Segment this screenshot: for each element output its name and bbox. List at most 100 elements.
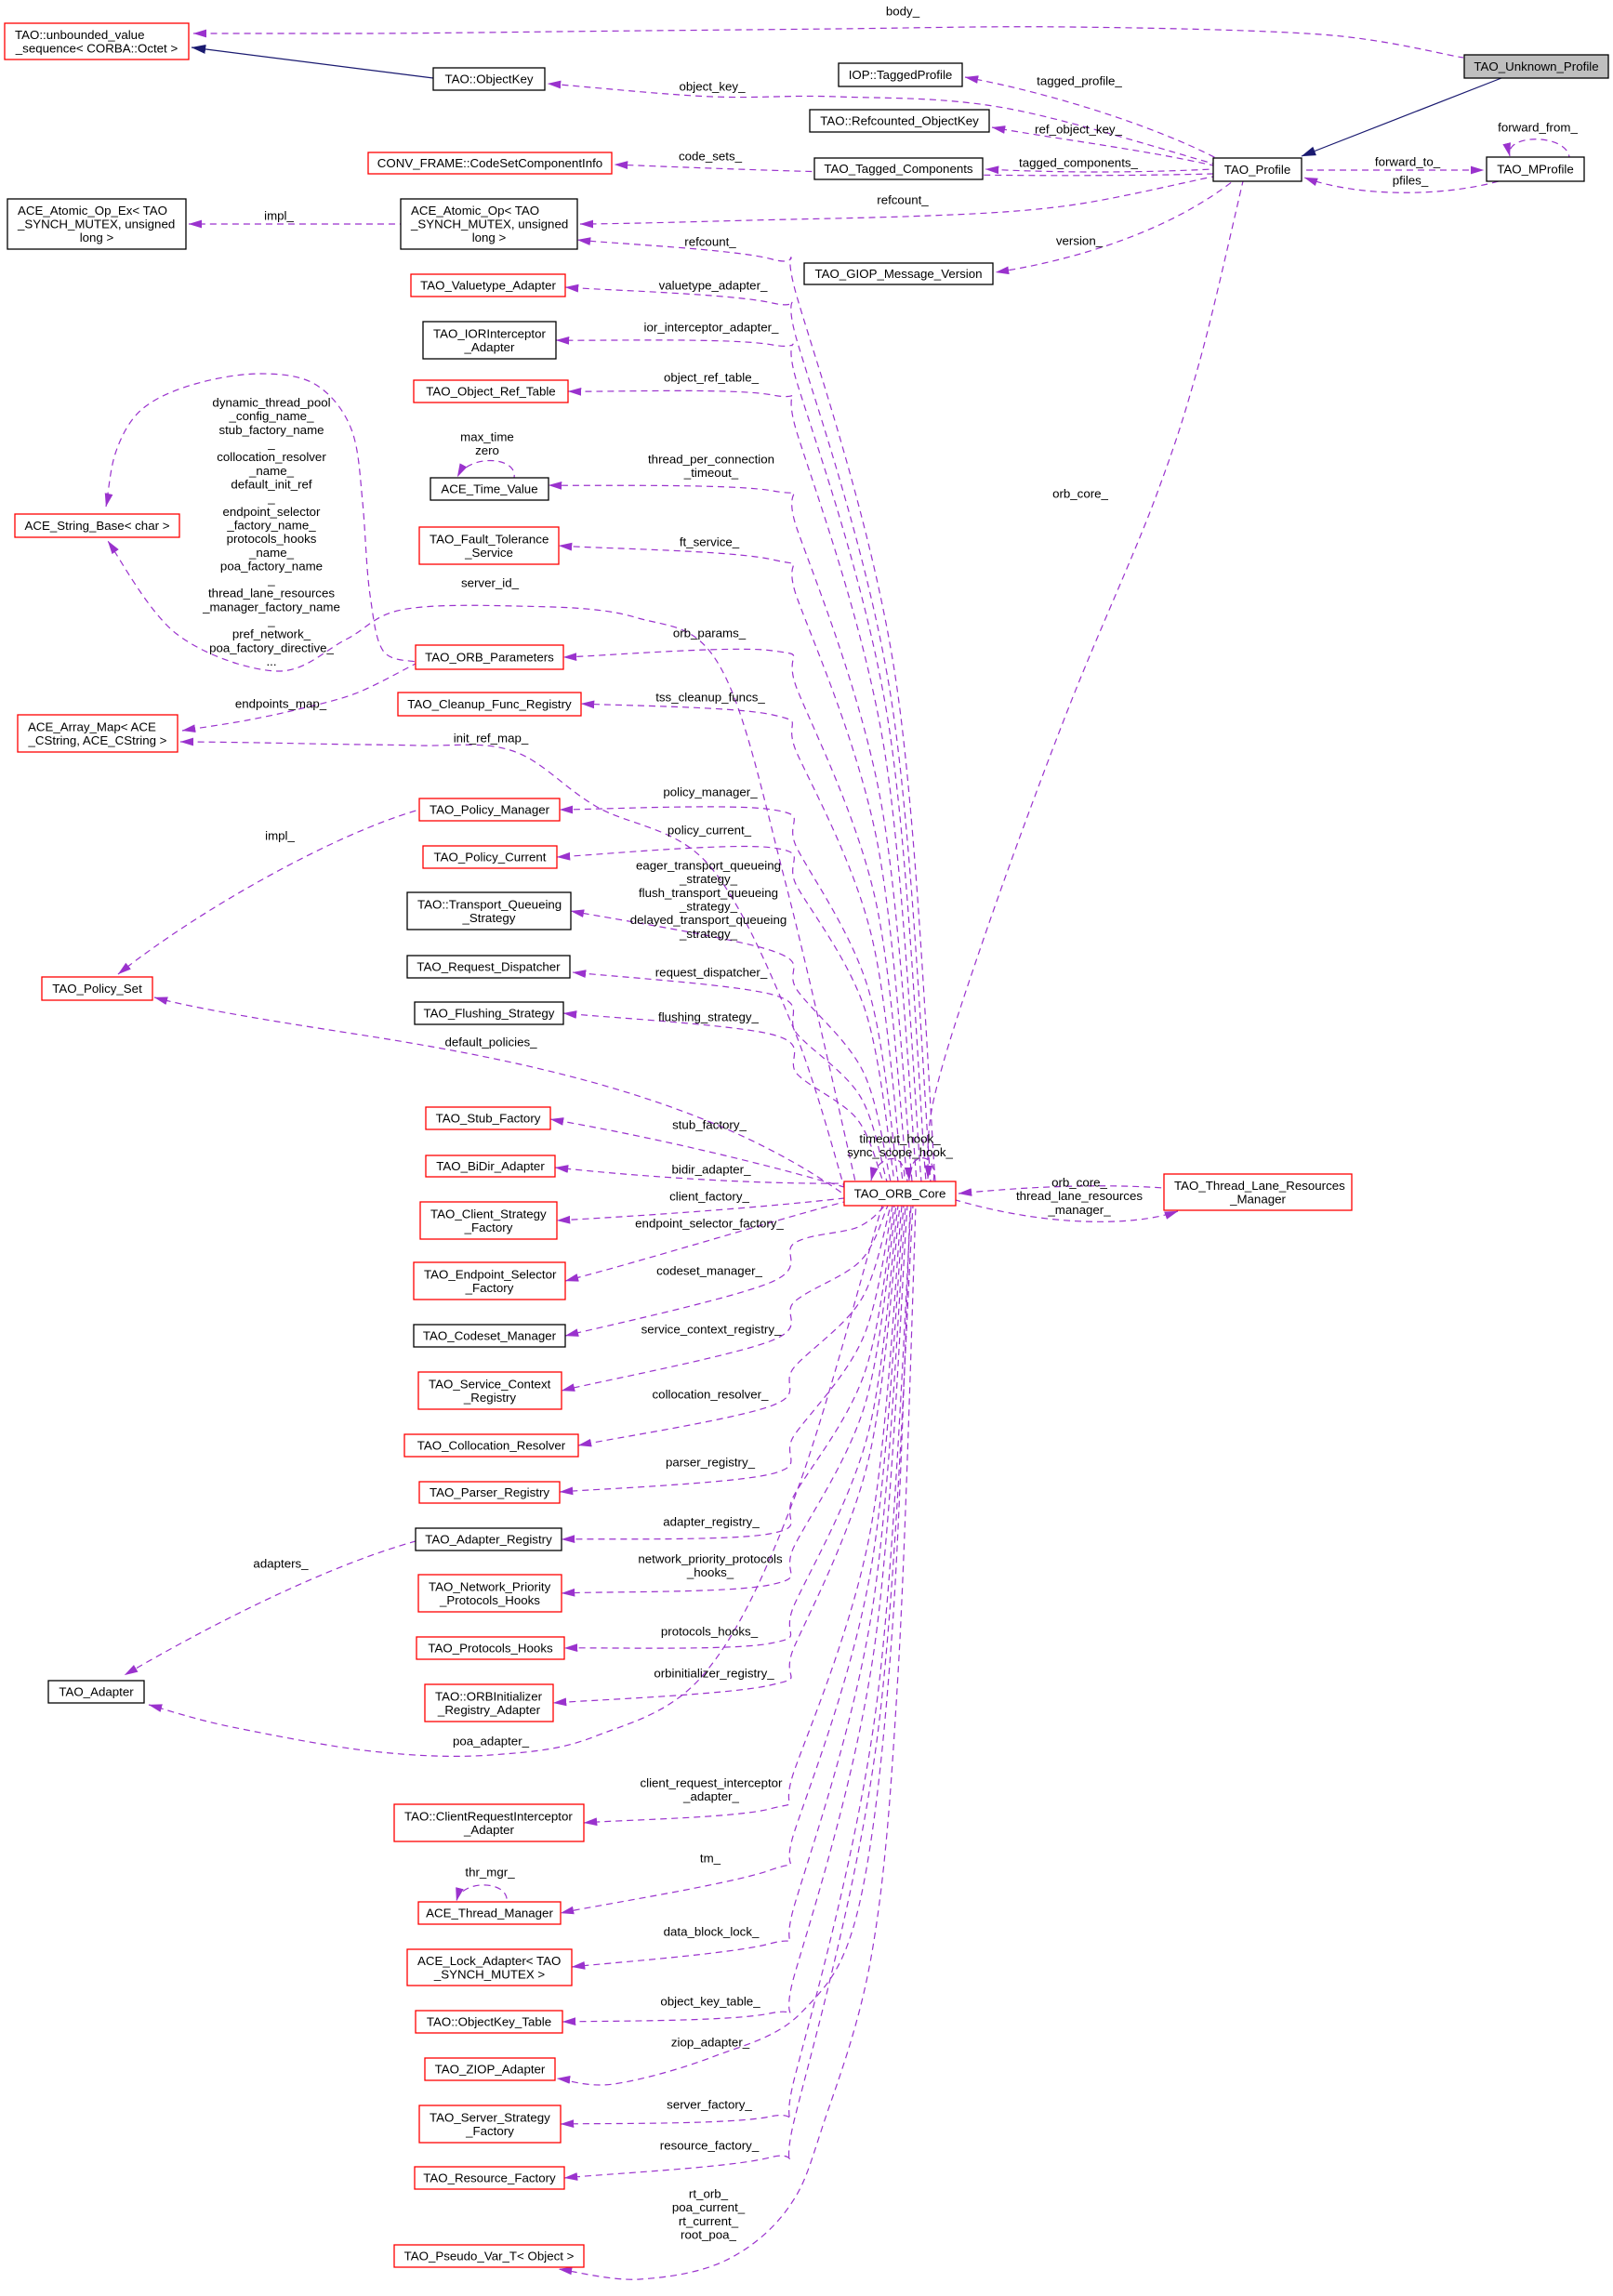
svg-text:ziop_adapter_: ziop_adapter_ bbox=[671, 2036, 750, 2050]
svg-text:endpoints_map_: endpoints_map_ bbox=[235, 697, 327, 711]
svg-text:ACE_Atomic_Op_Ex< TAO_SYNCH_MU: ACE_Atomic_Op_Ex< TAO _SYNCH_MUTEX, unsig… bbox=[17, 204, 175, 244]
svg-text:eager_transport_queueing_strat: eager_transport_queueing _strategy_ flush_… bbox=[630, 859, 787, 941]
svg-text:parser_registry_: parser_registry_ bbox=[666, 1456, 756, 1470]
svg-text:TAO::ClientRequestInterceptor_: TAO::ClientRequestInterceptor _Adapter bbox=[404, 1809, 573, 1837]
svg-text:TAO_Unknown_Profile: TAO_Unknown_Profile bbox=[1474, 59, 1598, 73]
svg-text:flushing_strategy_: flushing_strategy_ bbox=[658, 1010, 760, 1024]
svg-text:timeout_hook_sync_scope_hook_: timeout_hook_ sync_scope_hook_ bbox=[847, 1132, 953, 1160]
svg-text:stub_factory_: stub_factory_ bbox=[672, 1118, 747, 1132]
svg-text:TAO_Profile: TAO_Profile bbox=[1224, 163, 1290, 177]
svg-text:TAO_Adapter_Registry: TAO_Adapter_Registry bbox=[425, 1533, 552, 1547]
svg-text:TAO_Stub_Factory: TAO_Stub_Factory bbox=[436, 1112, 541, 1126]
svg-text:TAO_BiDir_Adapter: TAO_BiDir_Adapter bbox=[436, 1159, 545, 1173]
svg-text:TAO_GIOP_Message_Version: TAO_GIOP_Message_Version bbox=[814, 267, 982, 281]
svg-text:IOP::TaggedProfile: IOP::TaggedProfile bbox=[849, 68, 953, 82]
svg-text:CONV_FRAME::CodeSetComponentIn: CONV_FRAME::CodeSetComponentInfo bbox=[377, 156, 602, 170]
svg-text:policy_manager_: policy_manager_ bbox=[663, 785, 758, 799]
svg-text:collocation_resolver_: collocation_resolver_ bbox=[653, 1388, 770, 1402]
svg-text:pfiles_: pfiles_ bbox=[1393, 174, 1429, 188]
svg-text:TAO_Resource_Factory: TAO_Resource_Factory bbox=[423, 2171, 556, 2185]
svg-text:TAO_Request_Dispatcher: TAO_Request_Dispatcher bbox=[416, 960, 561, 974]
svg-text:orb_core_thread_lane_resources: orb_core_ thread_lane_resources _manager_ bbox=[1016, 1176, 1143, 1217]
svg-text:tagged_components_: tagged_components_ bbox=[1019, 156, 1139, 170]
svg-text:tagged_profile_: tagged_profile_ bbox=[1037, 74, 1122, 88]
svg-text:request_dispatcher_: request_dispatcher_ bbox=[655, 966, 768, 980]
svg-text:tm_: tm_ bbox=[700, 1852, 721, 1866]
svg-text:version_: version_ bbox=[1056, 234, 1104, 248]
svg-text:policy_current_: policy_current_ bbox=[668, 824, 752, 838]
svg-text:TAO::ObjectKey: TAO::ObjectKey bbox=[444, 73, 533, 86]
svg-text:refcount_: refcount_ bbox=[877, 193, 929, 207]
svg-text:object_ref_table_: object_ref_table_ bbox=[664, 371, 760, 385]
svg-text:TAO_Adapter: TAO_Adapter bbox=[59, 1685, 134, 1699]
svg-text:TAO_Thread_Lane_Resources_Mana: TAO_Thread_Lane_Resources _Manager bbox=[1174, 1179, 1345, 1207]
svg-text:body_: body_ bbox=[886, 5, 920, 19]
svg-text:TAO_ORB_Core: TAO_ORB_Core bbox=[854, 1187, 946, 1201]
svg-text:network_priority_protocols_hoo: network_priority_protocols _hooks_ bbox=[638, 1552, 783, 1580]
svg-text:ACE_Lock_Adapter< TAO_SYNCH_MU: ACE_Lock_Adapter< TAO _SYNCH_MUTEX > bbox=[417, 1954, 561, 1982]
svg-text:orbinitializer_registry_: orbinitializer_registry_ bbox=[654, 1667, 774, 1681]
svg-text:client_request_interceptor_ada: client_request_interceptor _adapter_ bbox=[640, 1776, 783, 1804]
svg-text:poa_adapter_: poa_adapter_ bbox=[453, 1735, 530, 1748]
svg-text:TAO_ORB_Parameters: TAO_ORB_Parameters bbox=[425, 651, 554, 665]
svg-text:TAO_Policy_Current: TAO_Policy_Current bbox=[434, 851, 547, 864]
svg-text:resource_factory_: resource_factory_ bbox=[660, 2139, 760, 2153]
svg-text:TAO_Flushing_Strategy: TAO_Flushing_Strategy bbox=[424, 1007, 555, 1021]
svg-text:TAO_Parser_Registry: TAO_Parser_Registry bbox=[430, 1485, 549, 1499]
svg-text:tss_cleanup_funcs_: tss_cleanup_funcs_ bbox=[655, 691, 765, 705]
svg-text:rt_orb_poa_current_rt_current_: rt_orb_ poa_current_ rt_current_ root_poa_ bbox=[672, 2187, 746, 2242]
svg-text:TAO_Service_Context_Registry: TAO_Service_Context _Registry bbox=[429, 1377, 551, 1405]
svg-text:default_policies_: default_policies_ bbox=[444, 1036, 537, 1049]
svg-text:server_factory_: server_factory_ bbox=[667, 2098, 752, 2112]
svg-text:dynamic_thread_pool_config_nam: dynamic_thread_pool _config_name_ stub_fac… bbox=[202, 396, 340, 668]
svg-text:TAO_Client_Strategy_Factory: TAO_Client_Strategy _Factory bbox=[430, 1207, 547, 1234]
svg-text:codeset_manager_: codeset_manager_ bbox=[656, 1264, 762, 1278]
svg-text:TAO::ORBInitializer_Registry_A: TAO::ORBInitializer _Registry_Adapter bbox=[435, 1689, 543, 1717]
svg-text:service_context_registry_: service_context_registry_ bbox=[641, 1323, 782, 1337]
svg-text:ACE_Time_Value: ACE_Time_Value bbox=[441, 482, 537, 496]
svg-text:valuetype_adapter_: valuetype_adapter_ bbox=[659, 279, 768, 293]
svg-text:code_sets_: code_sets_ bbox=[679, 150, 743, 164]
svg-text:thr_mgr_: thr_mgr_ bbox=[465, 1866, 515, 1880]
svg-text:protocols_hooks_: protocols_hooks_ bbox=[661, 1625, 759, 1639]
svg-text:TAO_Valuetype_Adapter: TAO_Valuetype_Adapter bbox=[420, 279, 556, 293]
svg-text:TAO::ObjectKey_Table: TAO::ObjectKey_Table bbox=[427, 2015, 551, 2029]
svg-text:impl_: impl_ bbox=[264, 209, 294, 223]
svg-text:TAO_Tagged_Components: TAO_Tagged_Components bbox=[824, 162, 973, 176]
svg-text:ft_service_: ft_service_ bbox=[680, 535, 740, 549]
svg-text:ACE_Thread_Manager: ACE_Thread_Manager bbox=[426, 1907, 553, 1920]
svg-text:TAO_Object_Ref_Table: TAO_Object_Ref_Table bbox=[426, 385, 555, 399]
svg-text:ref_object_key_: ref_object_key_ bbox=[1035, 123, 1122, 137]
svg-text:init_ref_map_: init_ref_map_ bbox=[454, 732, 529, 746]
svg-text:ACE_Array_Map< ACE_CString, AC: ACE_Array_Map< ACE _CString, ACE_CString … bbox=[28, 719, 167, 747]
svg-text:endpoint_selector_factory_: endpoint_selector_factory_ bbox=[635, 1217, 784, 1231]
svg-text:TAO_Policy_Manager: TAO_Policy_Manager bbox=[430, 803, 550, 817]
svg-text:TAO::Refcounted_ObjectKey: TAO::Refcounted_ObjectKey bbox=[820, 114, 979, 128]
svg-text:forward_from_: forward_from_ bbox=[1498, 121, 1578, 135]
svg-text:client_factory_: client_factory_ bbox=[669, 1190, 749, 1204]
svg-text:ACE_Atomic_Op< TAO_SYNCH_MUTEX: ACE_Atomic_Op< TAO _SYNCH_MUTEX, unsigned… bbox=[410, 204, 568, 244]
svg-text:TAO_IORInterceptor_Adapter: TAO_IORInterceptor _Adapter bbox=[433, 326, 547, 354]
svg-text:orb_core_: orb_core_ bbox=[1052, 487, 1108, 501]
svg-text:TAO_Collocation_Resolver: TAO_Collocation_Resolver bbox=[417, 1439, 566, 1453]
svg-text:impl_: impl_ bbox=[265, 829, 295, 843]
svg-text:TAO_Fault_Tolerance_Service: TAO_Fault_Tolerance _Service bbox=[430, 532, 549, 560]
svg-text:server_id_: server_id_ bbox=[461, 576, 520, 590]
svg-text:TAO_Policy_Set: TAO_Policy_Set bbox=[52, 982, 142, 996]
svg-text:TAO_Network_Priority_Protocols: TAO_Network_Priority _Protocols_Hooks bbox=[429, 1579, 551, 1607]
svg-text:refcount_: refcount_ bbox=[684, 235, 736, 249]
svg-text:TAO_Protocols_Hooks: TAO_Protocols_Hooks bbox=[428, 1642, 553, 1656]
svg-text:bidir_adapter_: bidir_adapter_ bbox=[671, 1163, 751, 1177]
svg-text:TAO_MProfile: TAO_MProfile bbox=[1497, 163, 1574, 177]
svg-text:thread_per_connection_timeout_: thread_per_connection _timeout_ bbox=[648, 453, 774, 481]
svg-text:adapter_registry_: adapter_registry_ bbox=[663, 1515, 760, 1529]
svg-text:forward_to_: forward_to_ bbox=[1375, 155, 1441, 169]
svg-text:TAO_Codeset_Manager: TAO_Codeset_Manager bbox=[423, 1329, 557, 1343]
svg-text:TAO::Transport_Queueing_Strate: TAO::Transport_Queueing _Strategy bbox=[417, 897, 562, 925]
svg-text:TAO::unbounded_value_sequence<: TAO::unbounded_value _sequence< CORBA::Oc… bbox=[15, 28, 178, 56]
svg-text:TAO_Server_Strategy_Factory: TAO_Server_Strategy _Factory bbox=[430, 2110, 550, 2138]
svg-text:object_key_table_: object_key_table_ bbox=[660, 1995, 760, 2009]
svg-text:orb_params_: orb_params_ bbox=[673, 627, 747, 640]
svg-text:adapters_: adapters_ bbox=[253, 1557, 309, 1571]
